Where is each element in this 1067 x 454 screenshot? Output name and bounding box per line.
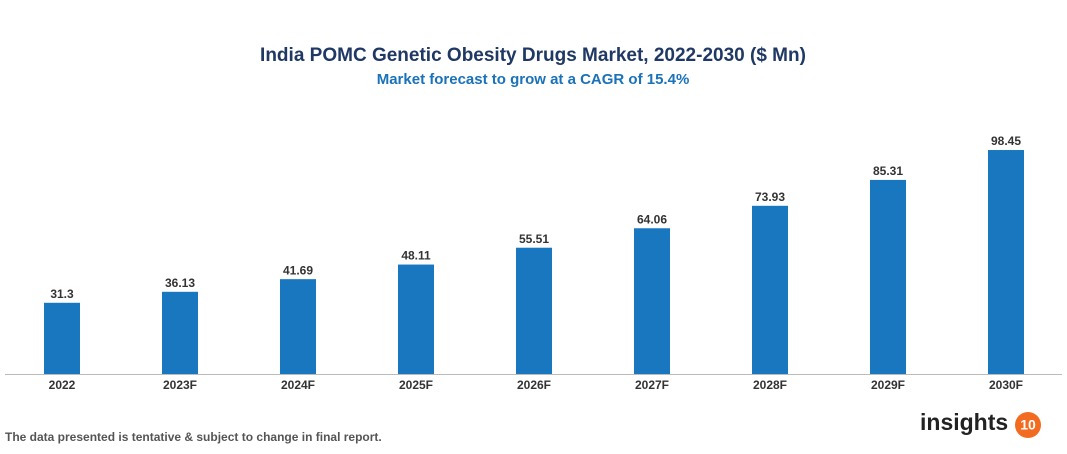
x-tick-label: 2024F [281, 378, 315, 392]
value-label: 36.13 [165, 276, 195, 290]
x-tick-label: 2027F [635, 378, 669, 392]
bar [634, 228, 670, 374]
footer-note: The data presented is tentative & subjec… [5, 430, 382, 444]
value-label: 98.45 [991, 134, 1021, 148]
value-label: 64.06 [637, 212, 667, 226]
bar [280, 279, 316, 374]
x-tick-label: 2026F [517, 378, 551, 392]
x-tick-label: 2028F [753, 378, 787, 392]
bar [870, 179, 906, 374]
bar [162, 291, 198, 374]
x-tick-label: 2029F [871, 378, 905, 392]
bar [752, 205, 788, 374]
x-tick-label: 2030F [989, 378, 1023, 392]
value-label: 73.93 [755, 190, 785, 204]
chart-title: India POMC Genetic Obesity Drugs Market,… [260, 45, 806, 66]
value-label: 41.69 [283, 263, 313, 277]
chart-subtitle: Market forecast to grow at a CAGR of 15.… [377, 71, 690, 88]
logo-badge [1015, 412, 1041, 438]
bar [44, 302, 80, 374]
bar [516, 247, 552, 374]
x-tick-label: 2025F [399, 378, 433, 392]
value-label: 31.3 [50, 287, 74, 301]
logo-badge-text: 10 [1020, 417, 1036, 433]
bar [398, 264, 434, 374]
value-label: 48.11 [401, 249, 431, 263]
value-label: 55.51 [519, 232, 549, 246]
x-tick-label: 2023F [163, 378, 197, 392]
bar [988, 150, 1024, 374]
value-label: 85.31 [873, 164, 903, 178]
logo-text: insights [920, 409, 1008, 435]
x-tick-label: 2022 [49, 378, 76, 392]
